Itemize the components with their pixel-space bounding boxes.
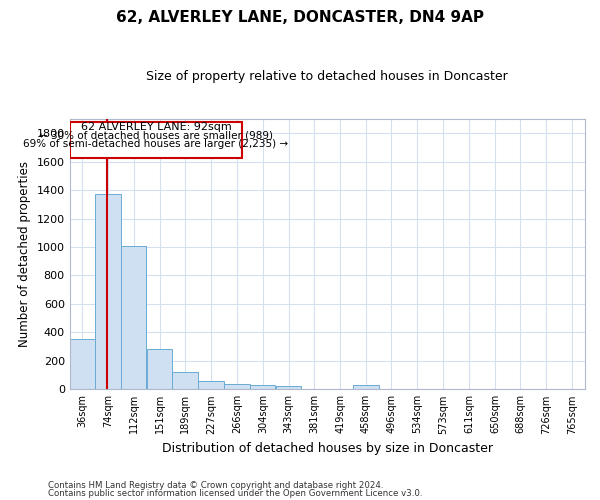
- Bar: [198, 382, 224, 390]
- Bar: [276, 386, 301, 390]
- Bar: [147, 348, 172, 390]
- Text: 62 ALVERLEY LANE: 92sqm: 62 ALVERLEY LANE: 92sqm: [80, 122, 232, 132]
- Bar: [353, 385, 379, 390]
- Bar: [70, 340, 95, 390]
- Bar: [250, 385, 275, 390]
- Text: 62, ALVERLEY LANE, DONCASTER, DN4 9AP: 62, ALVERLEY LANE, DONCASTER, DN4 9AP: [116, 10, 484, 25]
- X-axis label: Distribution of detached houses by size in Doncaster: Distribution of detached houses by size …: [162, 442, 493, 455]
- Title: Size of property relative to detached houses in Doncaster: Size of property relative to detached ho…: [146, 70, 508, 83]
- Text: ← 30% of detached houses are smaller (989): ← 30% of detached houses are smaller (98…: [39, 131, 273, 141]
- Bar: [172, 372, 198, 390]
- Bar: [95, 194, 121, 390]
- Bar: [70, 122, 242, 158]
- Text: 69% of semi-detached houses are larger (2,235) →: 69% of semi-detached houses are larger (…: [23, 139, 289, 149]
- Text: Contains HM Land Registry data © Crown copyright and database right 2024.: Contains HM Land Registry data © Crown c…: [48, 481, 383, 490]
- Bar: [121, 246, 146, 390]
- Bar: [224, 384, 250, 390]
- Text: Contains public sector information licensed under the Open Government Licence v3: Contains public sector information licen…: [48, 488, 422, 498]
- Y-axis label: Number of detached properties: Number of detached properties: [18, 161, 31, 347]
